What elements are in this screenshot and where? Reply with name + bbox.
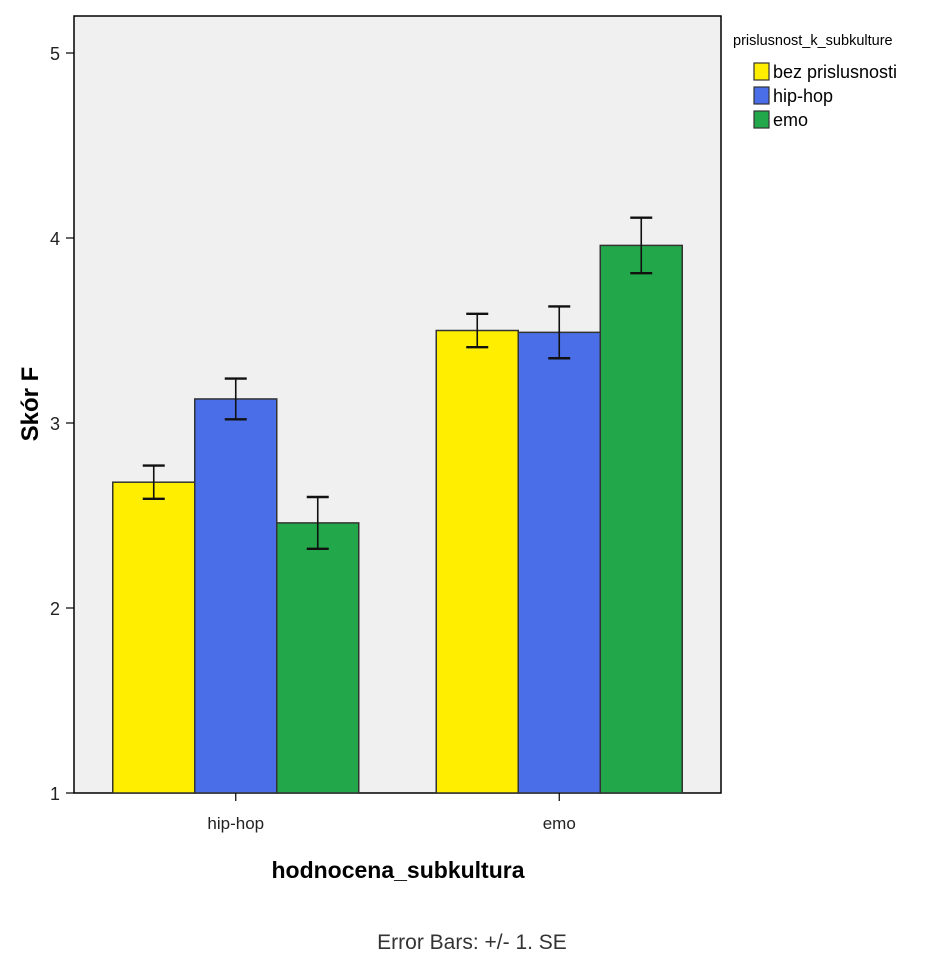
bar [194,398,278,794]
legend-swatch [753,62,770,81]
y-tick-label: 2 [50,599,60,619]
legend-label: emo [773,110,808,130]
y-tick-label: 5 [50,44,60,64]
y-tick-label: 1 [50,784,60,804]
bar [112,481,196,794]
bar [599,244,683,794]
x-tick-label: hip-hop [207,814,264,833]
footnote: Error Bars: +/- 1. SE [377,931,567,954]
bar [517,331,601,794]
y-tick-label: 3 [50,414,60,434]
legend-swatch [753,86,770,105]
error-bars-group [142,216,653,550]
y-axis-title: Skór F [17,367,44,442]
x-tick-label: emo [543,814,576,833]
bars-group [112,244,683,794]
legend-title: prislusnost_k_subkulture [733,33,893,49]
y-tick-label: 4 [50,229,60,249]
bar [276,522,360,794]
legend-label: bez prislusnosti [773,62,897,82]
legend: prislusnost_k_subkulture bez prislusnost… [733,33,897,130]
legend-label: hip-hop [773,86,833,106]
x-axis: hip-hop emo [207,793,576,833]
legend-swatch [753,110,770,129]
bar [435,329,519,794]
y-axis: 1 2 3 4 5 [50,44,74,804]
x-axis-title: hodnocena_subkultura [271,857,524,883]
